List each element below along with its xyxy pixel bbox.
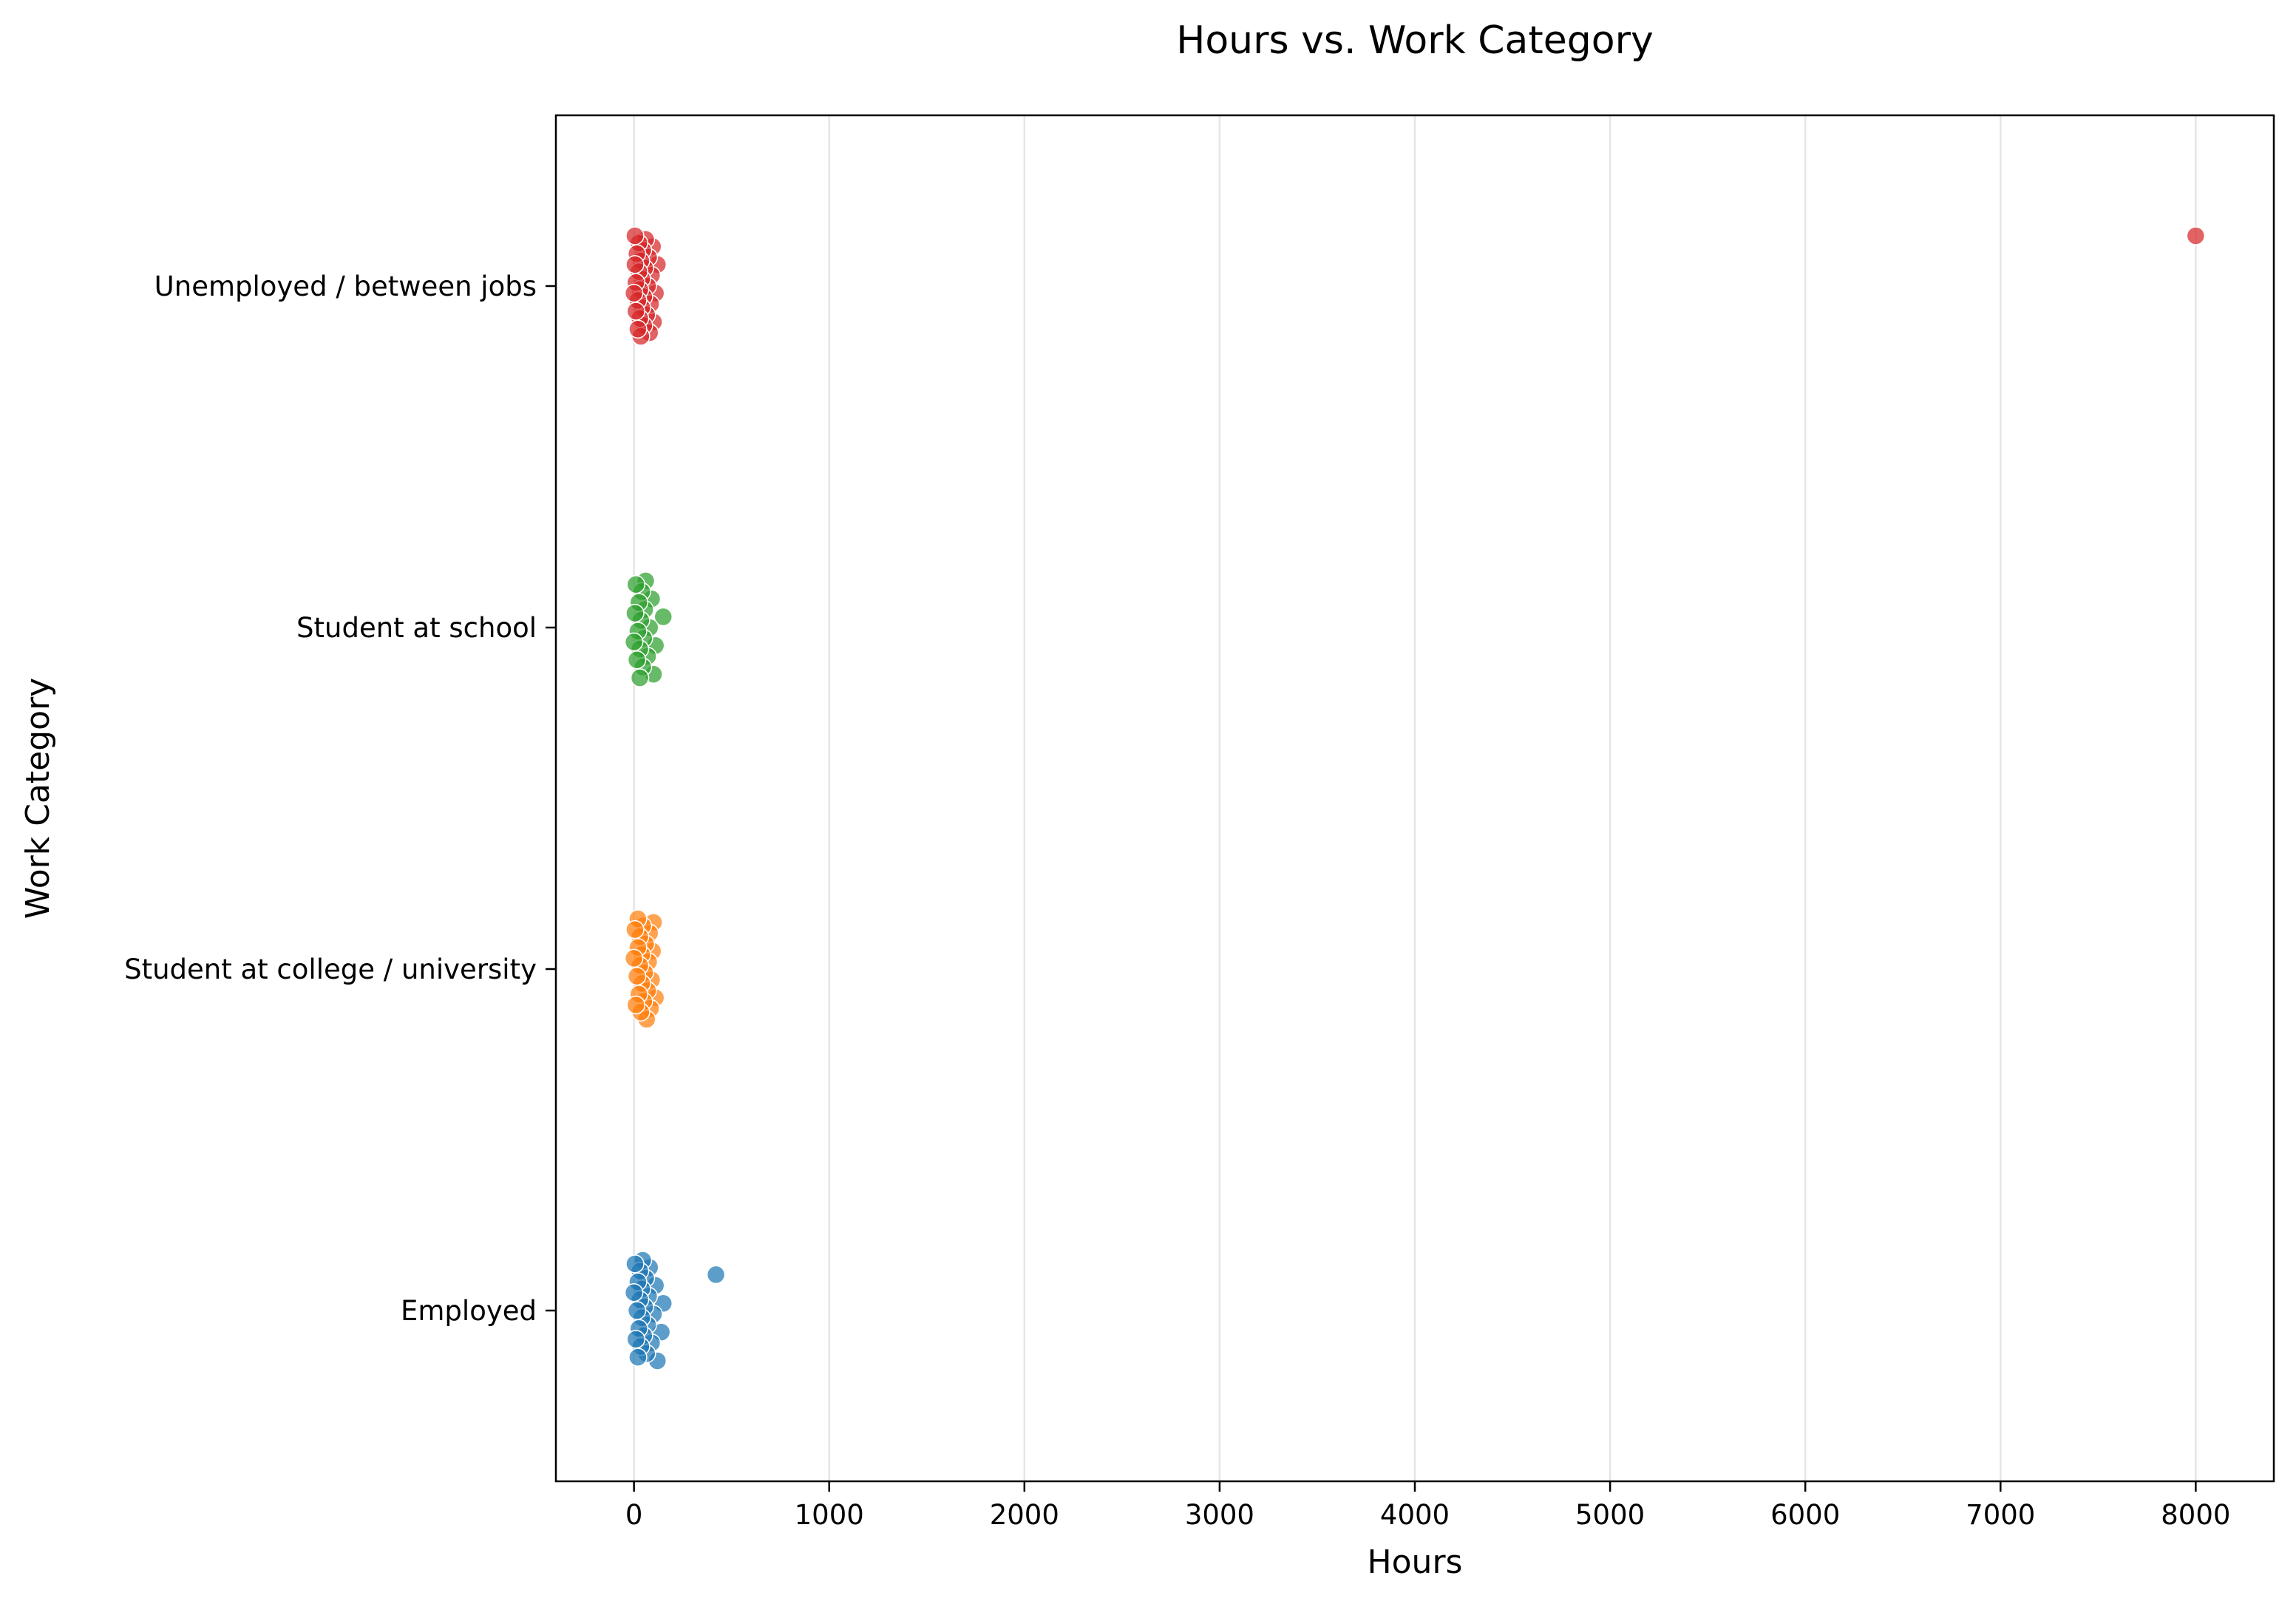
data-point: [626, 574, 646, 594]
data-point: [2186, 226, 2206, 245]
y-axis-label: Work Category: [19, 678, 57, 919]
data-point: [624, 283, 644, 303]
x-tick-label: 5000: [1575, 1499, 1645, 1531]
data-point: [628, 1348, 648, 1367]
x-tick-label: 3000: [1185, 1499, 1254, 1531]
y-tick-label: Student at college / university: [124, 954, 537, 985]
data-point: [625, 603, 645, 623]
x-tick-label: 2000: [990, 1499, 1059, 1531]
data-point: [626, 995, 646, 1015]
grid: [633, 115, 2197, 1481]
x-tick-label: 4000: [1380, 1499, 1450, 1531]
data-point: [626, 302, 646, 321]
y-axis-ticks: Unemployed / between jobs Student at scho…: [124, 271, 556, 1327]
data-points: [624, 226, 2206, 1370]
data-point: [627, 966, 647, 986]
data-point: [625, 226, 645, 245]
data-point: [653, 607, 673, 627]
chart-title: Hours vs. Work Category: [1176, 18, 1654, 63]
data-point: [630, 668, 650, 687]
x-tick-label: 0: [625, 1499, 643, 1531]
x-tick-label: 1000: [795, 1499, 864, 1531]
x-axis-label: Hours: [1368, 1543, 1463, 1581]
data-point: [706, 1265, 726, 1285]
y-tick-label: Student at school: [296, 612, 537, 644]
y-tick-label: Unemployed / between jobs: [154, 271, 537, 302]
x-tick-label: 6000: [1770, 1499, 1840, 1531]
data-point: [626, 1330, 646, 1349]
data-point: [628, 319, 648, 339]
y-tick-label: Employed: [401, 1295, 537, 1327]
data-point: [625, 920, 645, 939]
data-point: [625, 1254, 645, 1274]
x-axis-ticks: 0 1000 2000 3000 4000 5000 6000 7000 8000: [625, 1481, 2230, 1531]
data-point: [624, 632, 644, 652]
data-point: [627, 650, 647, 670]
data-point: [625, 255, 645, 274]
data-point: [627, 1301, 647, 1320]
data-point: [624, 948, 644, 968]
data-point: [624, 1282, 644, 1302]
x-tick-label: 7000: [1966, 1499, 2035, 1531]
x-tick-label: 8000: [2161, 1499, 2230, 1531]
